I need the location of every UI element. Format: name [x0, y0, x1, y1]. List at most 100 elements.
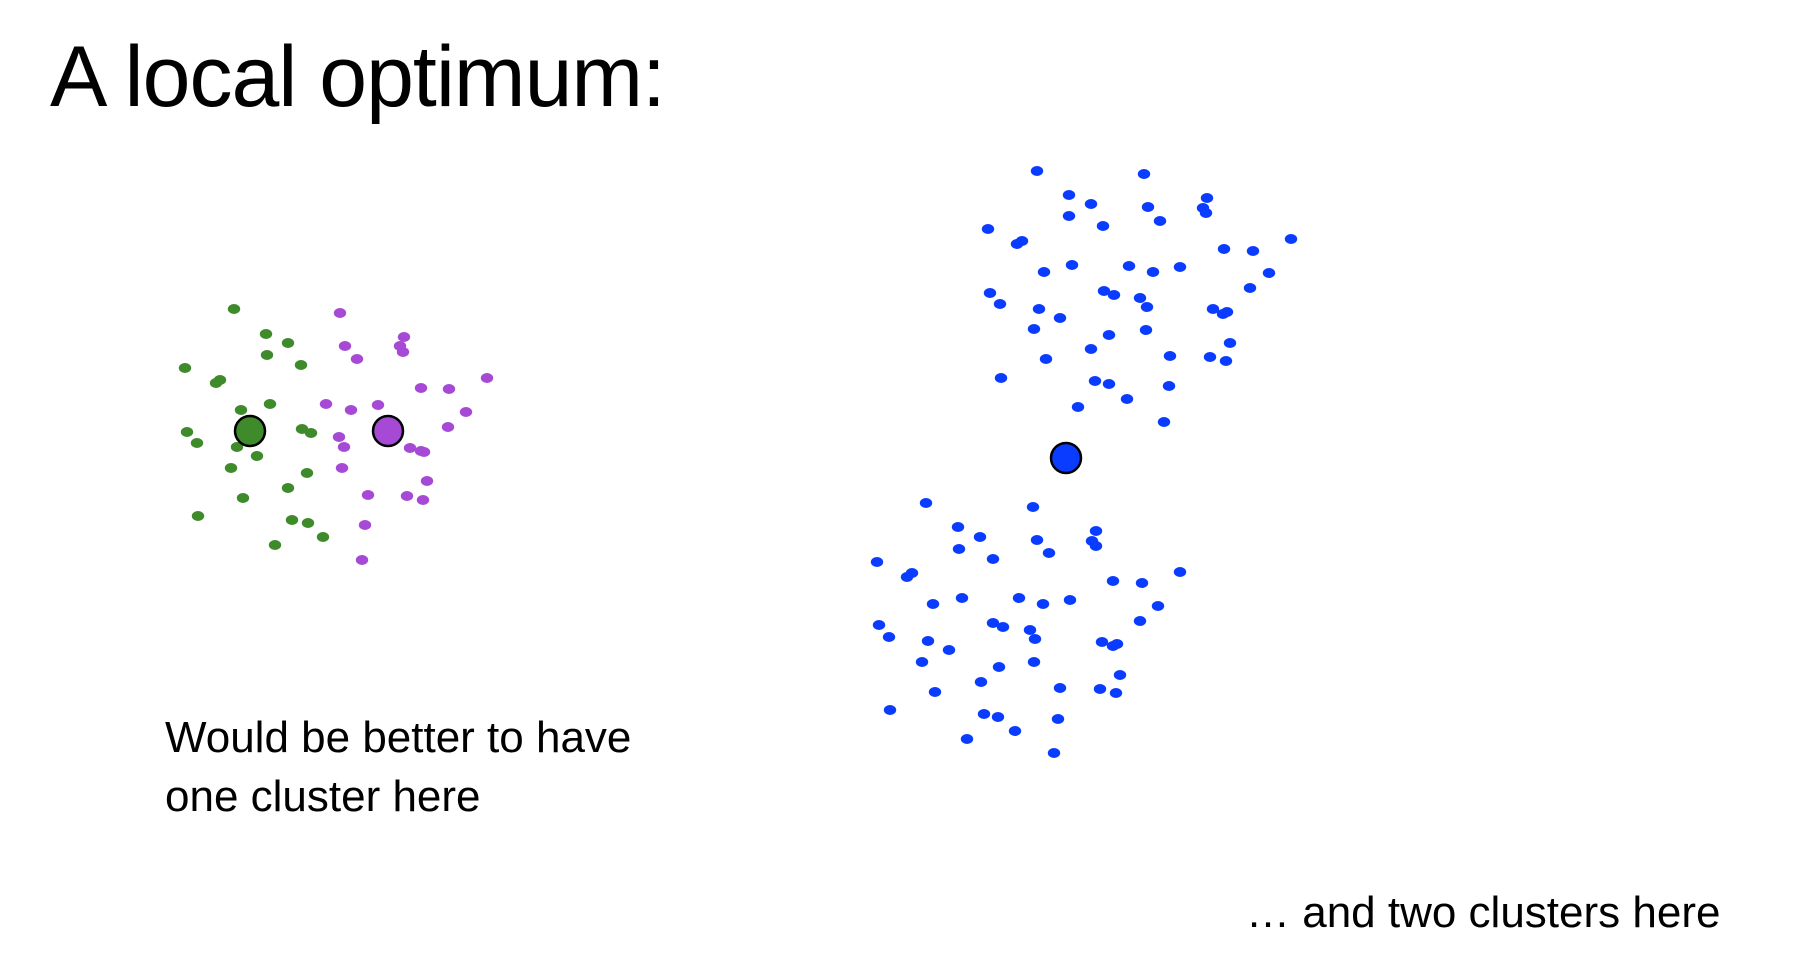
blue-data-point — [1206, 304, 1220, 314]
blue-data-point — [974, 677, 988, 687]
blue-data-point — [955, 593, 969, 603]
blue-data-point — [991, 712, 1005, 722]
blue-data-point — [952, 544, 966, 554]
purple-data-point — [344, 405, 358, 415]
purple-data-point — [319, 399, 333, 409]
green-data-point — [285, 515, 299, 525]
purple-data-point — [459, 407, 473, 417]
blue-data-point — [996, 622, 1010, 632]
purple-data-point — [420, 476, 434, 486]
blue-data-point — [1023, 625, 1037, 635]
blue-data-point — [1133, 293, 1147, 303]
blue-data-point — [986, 618, 1000, 628]
green-data-point — [300, 468, 314, 478]
green-data-point — [234, 405, 248, 415]
blue-data-point — [977, 709, 991, 719]
blue-data-point — [951, 522, 965, 532]
blue-data-point — [1146, 267, 1160, 277]
blue-data-point — [1097, 286, 1111, 296]
blue-data-point — [882, 632, 896, 642]
caption-left-line2: one cluster here — [165, 772, 481, 821]
blue-data-point — [1089, 541, 1103, 551]
purple-data-point — [480, 373, 494, 383]
purple-data-point — [338, 341, 352, 351]
blue-data-point — [942, 645, 956, 655]
purple-data-point — [358, 520, 372, 530]
blue-data-point — [870, 557, 884, 567]
blue-data-point — [1084, 344, 1098, 354]
green-data-point — [191, 511, 205, 521]
blue-data-point — [1120, 394, 1134, 404]
blue-data-point — [1088, 376, 1102, 386]
blue-data-point — [1110, 639, 1124, 649]
purple-data-point — [417, 447, 431, 457]
blue-data-point — [872, 620, 886, 630]
purple-centroid — [371, 414, 405, 448]
blue-data-point — [1217, 244, 1231, 254]
blue-data-point — [1107, 290, 1121, 300]
green-centroid — [233, 414, 267, 448]
green-data-point — [263, 399, 277, 409]
blue-data-point — [1141, 202, 1155, 212]
purple-data-point — [350, 354, 364, 364]
centroids-layer — [233, 414, 1083, 475]
blue-data-point — [1243, 283, 1257, 293]
blue-data-point — [1246, 246, 1260, 256]
blue-data-point — [1051, 714, 1065, 724]
green-data-point — [227, 304, 241, 314]
purple-data-point — [355, 555, 369, 565]
purple-data-point — [371, 400, 385, 410]
purple-data-point — [416, 495, 430, 505]
blue-data-point — [1027, 324, 1041, 334]
blue-data-point — [1151, 601, 1165, 611]
blue-data-point — [1220, 307, 1234, 317]
blue-centroid — [1049, 441, 1083, 475]
blue-data-point — [1162, 381, 1176, 391]
blue-data-point — [1113, 670, 1127, 680]
blue-data-point — [1095, 637, 1109, 647]
blue-data-point — [994, 373, 1008, 383]
green-data-point — [180, 427, 194, 437]
blue-data-point — [1026, 502, 1040, 512]
blue-data-point — [1042, 548, 1056, 558]
blue-data-point — [1089, 526, 1103, 536]
blue-data-point — [921, 636, 935, 646]
blue-data-point — [1173, 567, 1187, 577]
purple-data-point — [442, 384, 456, 394]
green-data-point — [178, 363, 192, 373]
blue-data-point — [1262, 268, 1276, 278]
blue-data-point — [981, 224, 995, 234]
green-data-point — [304, 428, 318, 438]
blue-data-point — [1102, 330, 1116, 340]
blue-data-point — [926, 599, 940, 609]
blue-data-point — [915, 657, 929, 667]
blue-data-point — [1084, 199, 1098, 209]
green-data-point — [209, 378, 223, 388]
blue-data-point — [1199, 208, 1213, 218]
blue-data-point — [1027, 657, 1041, 667]
blue-data-point — [1200, 193, 1214, 203]
purple-data-point — [333, 308, 347, 318]
blue-data-point — [1071, 402, 1085, 412]
blue-data-point — [1203, 352, 1217, 362]
green-data-point — [250, 451, 264, 461]
blue-data-point — [986, 554, 1000, 564]
blue-data-point — [1219, 356, 1233, 366]
blue-data-point — [983, 288, 997, 298]
blue-data-point — [1102, 379, 1116, 389]
blue-data-point — [1109, 688, 1123, 698]
purple-data-point — [441, 422, 455, 432]
green-data-point — [301, 518, 315, 528]
caption-left-line1: Would be better to have — [165, 713, 632, 762]
blue-data-point — [1163, 351, 1177, 361]
purple-data-point — [403, 443, 417, 453]
blue-data-point — [1028, 634, 1042, 644]
blue-data-point — [1122, 261, 1136, 271]
data-points-layer — [178, 166, 1298, 758]
blue-data-point — [1032, 304, 1046, 314]
blue-data-point — [1139, 325, 1153, 335]
blue-data-point — [1053, 313, 1067, 323]
green-data-point — [190, 438, 204, 448]
blue-data-point — [960, 734, 974, 744]
